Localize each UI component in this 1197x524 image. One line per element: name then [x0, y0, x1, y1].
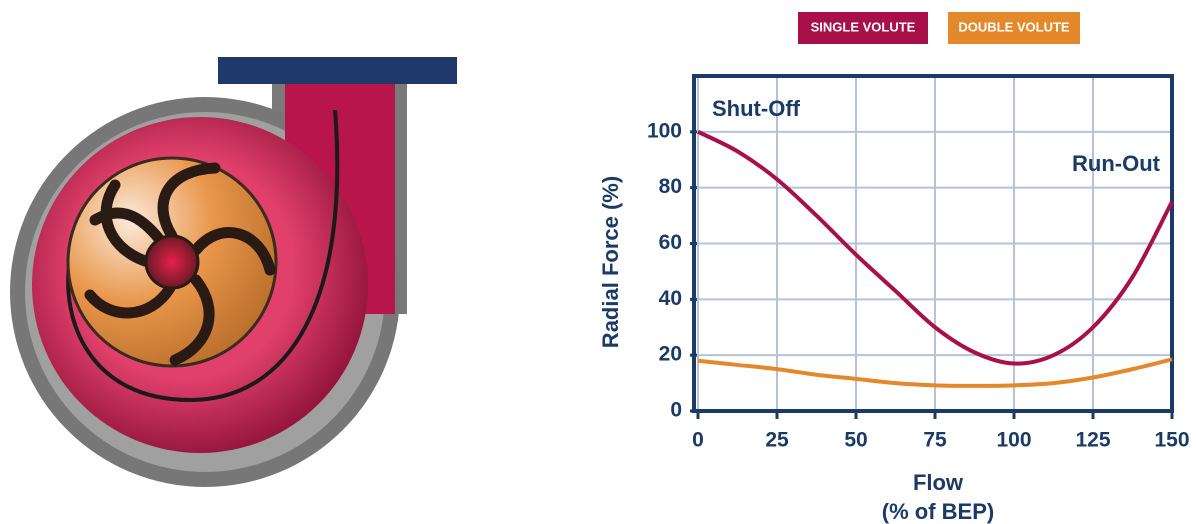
- y-tick-label: 40: [659, 287, 682, 310]
- plot-frame: [692, 74, 1174, 413]
- y-tick-label: 80: [659, 175, 682, 198]
- series-line: [697, 130, 1174, 366]
- hub: [144, 234, 200, 290]
- legend-swatch: [798, 12, 928, 44]
- x-tick-label: 25: [765, 429, 789, 452]
- legend-label: DOUBLE VOLUTE: [958, 19, 1070, 34]
- x-tick-label: 50: [844, 429, 867, 452]
- plot: 0 20 40 60 80 100 0 25 50 75 100 125 150: [647, 74, 1190, 452]
- x-tick-label: 0: [692, 429, 704, 452]
- x-tick-label: 75: [923, 429, 947, 452]
- volute-wall: [66, 109, 340, 403]
- y-tick-label: 100: [647, 119, 682, 142]
- pump-illustration: [10, 57, 457, 487]
- x-axis-label: Flow: [913, 470, 964, 495]
- legend-swatch: [948, 12, 1080, 44]
- annotation: Shut-Off: [712, 96, 801, 121]
- flange: [218, 57, 457, 84]
- x-tick-label: 100: [996, 429, 1031, 452]
- series-line: [697, 357, 1173, 388]
- x-tick-label: 125: [1075, 429, 1110, 452]
- y-tick-label: 20: [659, 343, 682, 366]
- legend-label: SINGLE VOLUTE: [811, 19, 916, 34]
- x-tick-label: 150: [1154, 429, 1189, 452]
- annotation: Run-Out: [1072, 151, 1161, 176]
- y-tick-label: 0: [670, 399, 682, 422]
- y-axis-label: Radial Force (%): [598, 176, 623, 348]
- blades: [84, 162, 276, 366]
- y-tick-label: 60: [659, 231, 682, 254]
- x-axis-sublabel: (% of BEP): [882, 499, 994, 524]
